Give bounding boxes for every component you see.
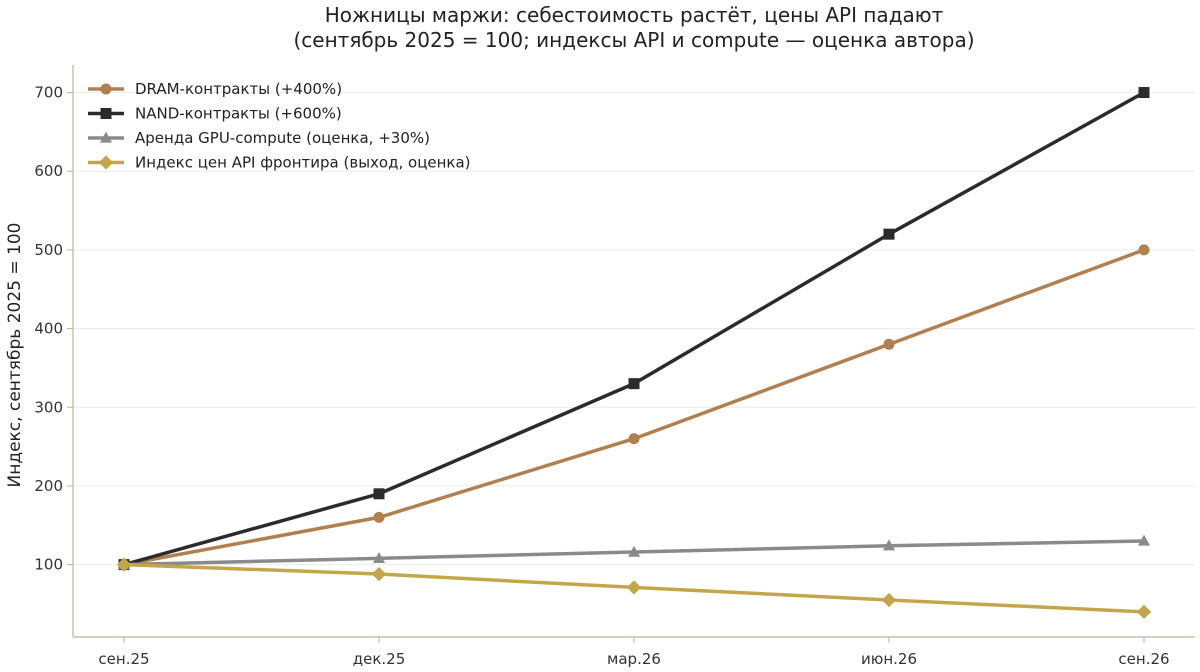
data-point: [627, 545, 641, 557]
data-point: [628, 378, 640, 390]
data-point: [628, 433, 640, 445]
data-point: [116, 557, 132, 572]
y-tick-label: 200: [34, 477, 63, 495]
legend-entry: DRAM-контракты (+400%): [88, 80, 342, 98]
y-tick-label: 400: [34, 320, 63, 338]
data-point: [883, 228, 895, 240]
x-tick-label: дек.25: [353, 650, 406, 668]
y-tick-label: 100: [34, 556, 63, 574]
data-point: [371, 566, 387, 582]
x-tick-label: июн.26: [861, 650, 917, 668]
axes: 100 200 300 400 500 600 700 сен.25 дек.25 мар.26 и…: [34, 65, 1195, 668]
y-tick-label: 500: [34, 241, 63, 259]
x-tick-label: сен.26: [1118, 650, 1169, 668]
legend: DRAM-контракты (+400%) NAND-контракты (+6…: [88, 80, 471, 172]
data-point: [1136, 604, 1152, 619]
series-4: [116, 557, 1152, 619]
legend-entry: Индекс цен API фронтира (выход, оценка): [88, 154, 471, 172]
legend-marker: [99, 131, 113, 143]
y-tick-label: 300: [34, 398, 63, 416]
legend-label: DRAM-контракты (+400%): [135, 80, 342, 98]
x-tick-label: мар.26: [607, 650, 661, 668]
data-point: [1138, 244, 1150, 256]
data-point: [372, 551, 386, 563]
data-point: [373, 511, 385, 523]
data-point: [882, 539, 896, 551]
legend-marker: [98, 155, 114, 170]
x-tick-label: сен.25: [98, 650, 149, 668]
data-point: [883, 338, 895, 350]
legend-marker: [100, 108, 112, 119]
series-1: [118, 244, 1150, 571]
data-point: [1137, 534, 1151, 546]
legend-entry: Аренда GPU-compute (оценка, +30%): [88, 129, 430, 147]
chart-subtitle: (сентябрь 2025 = 100; индексы API и comp…: [293, 28, 974, 52]
data-point: [1138, 87, 1150, 99]
y-tick-label: 700: [34, 84, 63, 102]
y-axis-label: Индекс, сентябрь 2025 = 100: [5, 223, 25, 488]
grid: [73, 92, 1195, 566]
legend-label: NAND-контракты (+600%): [135, 105, 342, 123]
data-point: [373, 488, 385, 500]
legend-label: Аренда GPU-compute (оценка, +30%): [135, 129, 430, 147]
series-3: [117, 534, 1151, 570]
data-point: [881, 592, 897, 608]
series-group: [116, 87, 1152, 619]
legend-marker: [100, 83, 112, 95]
legend-label: Индекс цен API фронтира (выход, оценка): [135, 154, 471, 172]
legend-entry: NAND-контракты (+600%): [88, 105, 342, 123]
chart-title: Ножницы маржи: себестоимость растёт, цен…: [325, 3, 944, 27]
data-point: [626, 580, 642, 595]
y-tick-label: 600: [34, 162, 63, 180]
